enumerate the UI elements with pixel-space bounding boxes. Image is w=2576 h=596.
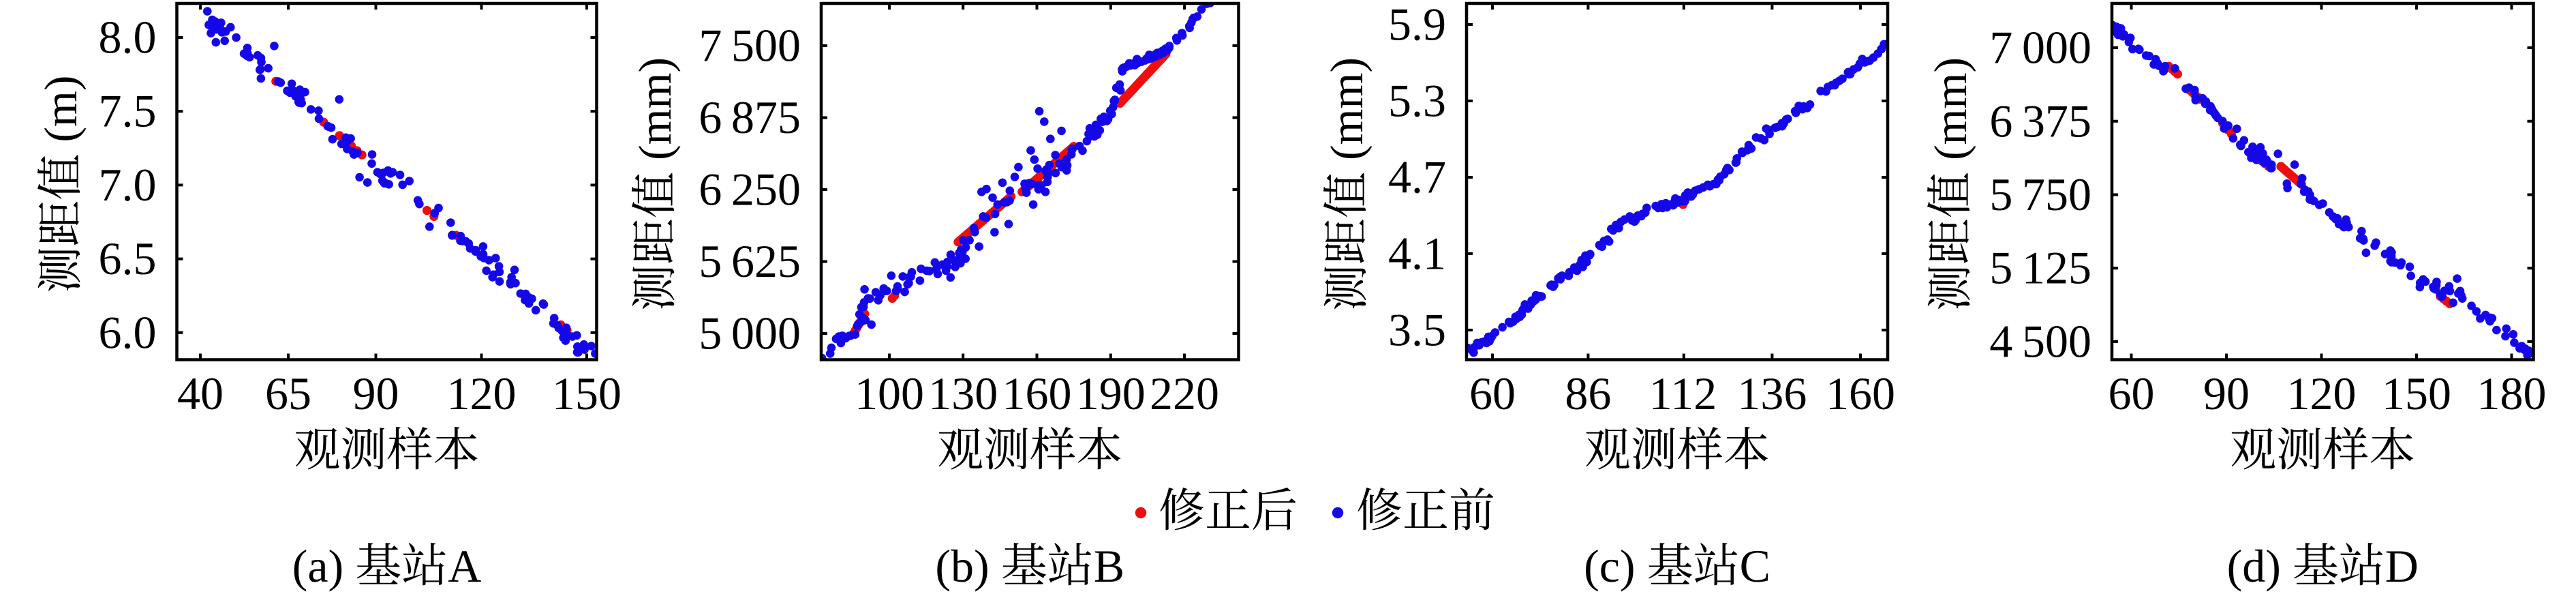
svg-text:150: 150 — [552, 368, 622, 419]
svg-text:5.3: 5.3 — [1388, 75, 1446, 127]
svg-text:D: D — [2385, 540, 2419, 592]
svg-text:100: 100 — [855, 368, 924, 419]
svg-text:90: 90 — [353, 368, 399, 419]
svg-text:(d): (d) — [2227, 540, 2293, 592]
svg-text:7 000: 7 000 — [1989, 22, 2091, 74]
svg-text:190: 190 — [1076, 368, 1146, 419]
svg-text:(mm): (mm) — [629, 57, 681, 172]
svg-text:B: B — [1094, 540, 1124, 592]
svg-text:(mm): (mm) — [1321, 57, 1373, 172]
svg-text:220: 220 — [1150, 368, 1219, 419]
svg-text:5 625: 5 625 — [699, 235, 801, 287]
svg-text:160: 160 — [1002, 368, 1072, 419]
svg-text:3.5: 3.5 — [1388, 304, 1446, 356]
svg-text:65: 65 — [265, 368, 311, 419]
svg-text:5 750: 5 750 — [1989, 168, 2091, 220]
svg-text:60: 60 — [2109, 368, 2155, 419]
svg-text:(mm): (mm) — [1925, 57, 1976, 172]
svg-text:130: 130 — [928, 368, 998, 419]
svg-text:136: 136 — [1737, 368, 1807, 419]
svg-text:(c): (c) — [1584, 540, 1646, 592]
svg-text:6 875: 6 875 — [699, 91, 801, 143]
svg-text:A: A — [448, 540, 481, 592]
svg-text:160: 160 — [1826, 368, 1895, 419]
svg-text:(b): (b) — [935, 540, 1000, 592]
svg-text:7.5: 7.5 — [99, 85, 157, 137]
svg-text:86: 86 — [1565, 368, 1611, 419]
svg-text:8.0: 8.0 — [99, 12, 157, 63]
svg-text:4.7: 4.7 — [1388, 151, 1446, 203]
svg-text:6.5: 6.5 — [99, 233, 157, 284]
svg-text:120: 120 — [2287, 368, 2357, 419]
svg-text:5.9: 5.9 — [1388, 0, 1446, 50]
svg-text:(a): (a) — [292, 540, 355, 592]
svg-text:40: 40 — [177, 368, 224, 419]
svg-text:6 250: 6 250 — [699, 164, 801, 215]
svg-text:(m): (m) — [35, 75, 87, 153]
svg-text:150: 150 — [2382, 368, 2451, 419]
svg-text:6.0: 6.0 — [99, 306, 157, 358]
svg-text:7 500: 7 500 — [699, 20, 801, 72]
svg-text:7.0: 7.0 — [99, 159, 157, 211]
svg-text:C: C — [1740, 540, 1770, 592]
svg-text:60: 60 — [1469, 368, 1516, 419]
svg-text:112: 112 — [1649, 368, 1717, 419]
svg-text:90: 90 — [2203, 368, 2250, 419]
svg-text:180: 180 — [2477, 368, 2547, 419]
svg-text:4 500: 4 500 — [1989, 316, 2091, 368]
svg-text:5 000: 5 000 — [699, 308, 801, 359]
svg-text:6 375: 6 375 — [1989, 95, 2091, 147]
svg-text:4.1: 4.1 — [1388, 228, 1446, 280]
svg-text:120: 120 — [447, 368, 517, 419]
svg-text:5 125: 5 125 — [1989, 242, 2091, 294]
